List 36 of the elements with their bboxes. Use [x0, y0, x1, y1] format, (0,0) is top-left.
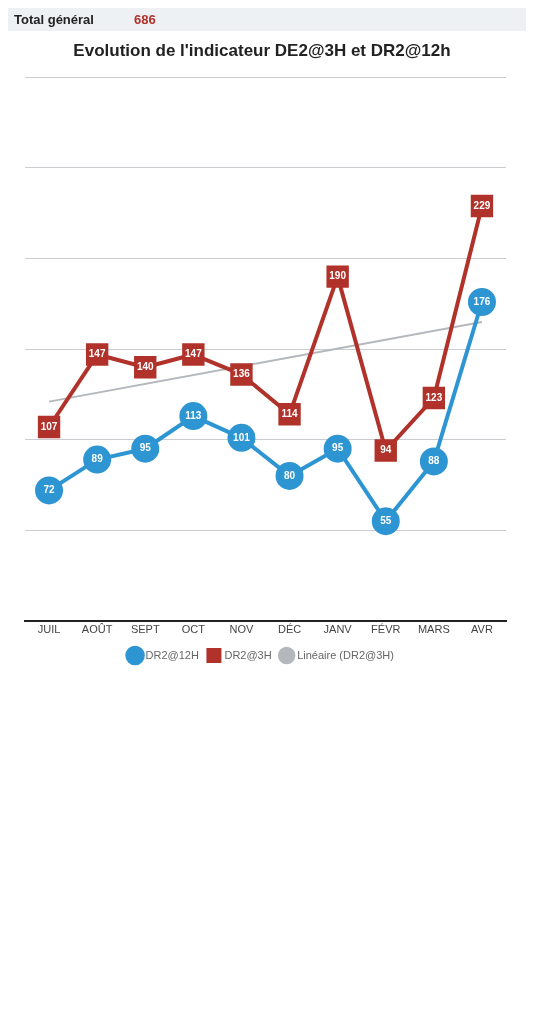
legend-label: DR2@12H	[145, 648, 199, 661]
data-label: 89	[91, 453, 104, 465]
data-label: 80	[283, 469, 296, 481]
x-tick-label: MARS	[417, 623, 450, 636]
x-tick-label: OCT	[181, 623, 206, 636]
data-label: 55	[380, 514, 392, 526]
x-tick-label: NOV	[229, 623, 255, 636]
data-label: 229	[473, 199, 491, 211]
x-tick-label: AOÛT	[81, 623, 113, 636]
chart-title: Evolution de l'indicateur DE2@3H et DR2@12h	[73, 40, 451, 60]
data-label: 95	[332, 442, 344, 454]
data-label: 95	[139, 442, 152, 454]
data-label: 114	[281, 408, 299, 420]
legend-label: DR2@3H	[224, 648, 272, 661]
data-label: 101	[233, 431, 251, 443]
data-label: 113	[185, 409, 202, 421]
data-label: 147	[185, 348, 203, 360]
x-tick-label: SEPT	[130, 623, 160, 636]
text: 686	[133, 12, 156, 27]
data-label: 136	[233, 368, 251, 380]
x-tick-label: JUIL	[37, 623, 61, 636]
data-label: 94	[380, 444, 392, 456]
x-tick-label: FÉVR	[371, 623, 401, 636]
data-label: 72	[43, 484, 56, 496]
x-tick-label: AVR	[471, 623, 493, 636]
data-label: 140	[136, 360, 155, 372]
legend-label: Linéaire (DR2@3H)	[297, 648, 394, 661]
x-tick-label: DÉC	[277, 623, 302, 636]
data-label: 176	[473, 295, 491, 307]
text: Total général	[14, 12, 94, 27]
data-label: 88	[428, 455, 440, 467]
data-label: 107	[40, 420, 58, 432]
data-label: 147	[88, 348, 106, 360]
data-label: 190	[329, 270, 347, 282]
data-label: 123	[425, 391, 443, 403]
x-tick-label: JANV	[323, 623, 353, 636]
